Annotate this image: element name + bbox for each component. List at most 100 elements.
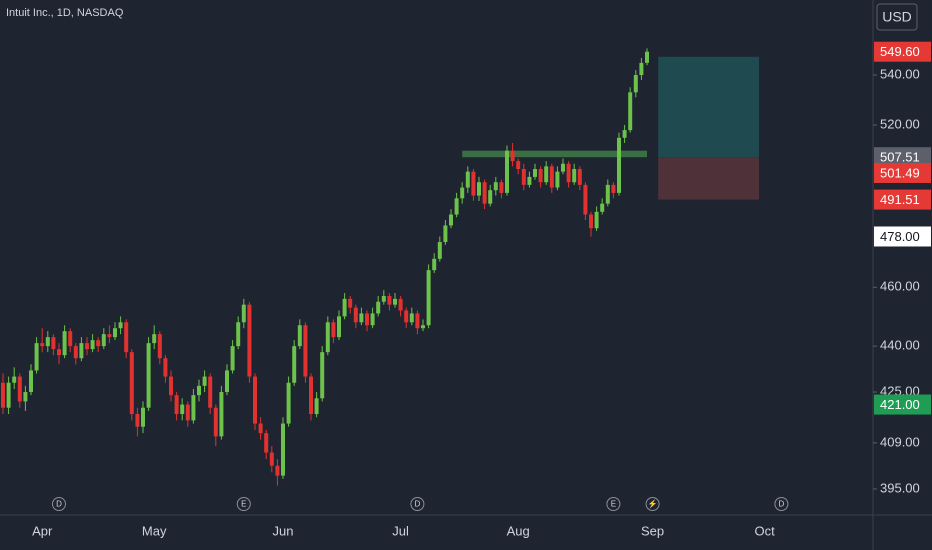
candle-body: [617, 137, 621, 193]
event-label: D: [415, 500, 421, 509]
candle-body: [157, 334, 162, 359]
price-label: 507.51: [880, 150, 920, 165]
y-tick-label: 440.00: [880, 338, 920, 353]
candle-body: [286, 382, 291, 424]
candle-body: [57, 349, 61, 356]
candle-body: [549, 166, 554, 188]
candle-body: [381, 295, 386, 302]
y-tick-label: 409.00: [880, 434, 920, 449]
candle-body: [443, 225, 448, 243]
candle-body: [415, 313, 420, 329]
candle-body: [605, 184, 610, 204]
plot-area: [1, 48, 759, 486]
candle-body: [544, 166, 549, 183]
candle-body: [538, 169, 543, 183]
candle-body: [577, 169, 582, 185]
candle-body: [213, 407, 218, 437]
candle-body: [12, 376, 17, 383]
candle-body: [359, 313, 364, 323]
currency-label[interactable]: USD: [882, 9, 912, 25]
candle-body: [269, 452, 274, 466]
event-label: D: [56, 500, 62, 509]
candle-body: [505, 150, 509, 193]
candle-body: [365, 313, 369, 326]
y-tick-label: 540.00: [880, 66, 920, 81]
candle-body: [320, 352, 325, 399]
candle-body: [432, 258, 437, 271]
candle-body: [141, 407, 145, 427]
candle-body: [34, 343, 39, 371]
candle-body: [281, 423, 285, 476]
price-label: 549.60: [880, 44, 920, 59]
candle-body: [101, 334, 106, 347]
currency-button[interactable]: [876, 3, 918, 31]
candle-body: [426, 270, 431, 326]
candle-body: [572, 169, 577, 183]
x-tick-label: Aug: [507, 523, 530, 538]
candle-body: [253, 376, 257, 424]
candle-body: [96, 340, 101, 347]
candle-body: [45, 337, 50, 347]
candle-body: [600, 203, 605, 212]
candle-body: [409, 313, 414, 323]
price-label-box: [874, 394, 931, 415]
candle-body: [23, 392, 28, 402]
price-label-box: [874, 189, 931, 210]
candle-body: [197, 385, 201, 396]
candle-body: [174, 395, 179, 415]
candle-body: [437, 242, 442, 259]
event-marker: [52, 497, 66, 511]
candle-body: [275, 465, 280, 476]
candle-body: [331, 322, 336, 338]
candle-body: [1, 382, 5, 408]
candle-body: [247, 304, 252, 377]
candle-body: [611, 184, 616, 193]
candle-body: [68, 331, 73, 347]
candle-body: [589, 214, 593, 229]
chart-title: Intuit Inc., 1D, NASDAQ: [6, 7, 124, 19]
candle-body: [488, 190, 493, 204]
x-tick-label: May: [142, 523, 167, 538]
candle-body: [533, 169, 537, 177]
candle-body: [297, 325, 302, 347]
candle-body: [180, 404, 185, 415]
candle-body: [639, 62, 644, 76]
price-label-box: [874, 226, 931, 247]
candle-body: [404, 310, 409, 323]
candle-body: [230, 346, 235, 371]
candle-body: [594, 211, 599, 229]
candle-body: [622, 130, 627, 138]
candle-body: [465, 171, 470, 188]
candle-body: [29, 370, 33, 393]
target-area: [658, 56, 759, 158]
event-label: D: [779, 500, 785, 509]
price-label: 478.00: [880, 229, 920, 244]
candle-body: [376, 301, 381, 314]
x-tick-label: Apr: [32, 523, 53, 538]
candle-body: [258, 423, 263, 434]
candle-body: [325, 322, 330, 353]
candle-body: [191, 395, 196, 421]
y-tick-label: 395.00: [880, 480, 920, 495]
candle-body: [135, 414, 140, 427]
candle-body: [163, 358, 168, 377]
price-label: 421.00: [880, 397, 920, 412]
x-tick-label: Jul: [392, 523, 409, 538]
price-label: 491.51: [880, 192, 920, 207]
candle-body: [225, 370, 229, 393]
candle-body: [510, 150, 515, 162]
candle-body: [113, 328, 117, 338]
support-zone: [462, 150, 647, 158]
candle-body: [6, 382, 11, 408]
candle-body: [124, 322, 129, 353]
candle-body: [516, 161, 521, 170]
candle-body: [393, 298, 397, 305]
candle-body: [499, 182, 504, 193]
stop-area: [658, 157, 759, 200]
candle-body: [51, 337, 56, 350]
candle-body: [208, 376, 213, 408]
candle-body: [521, 169, 526, 185]
candle-body: [555, 171, 560, 188]
